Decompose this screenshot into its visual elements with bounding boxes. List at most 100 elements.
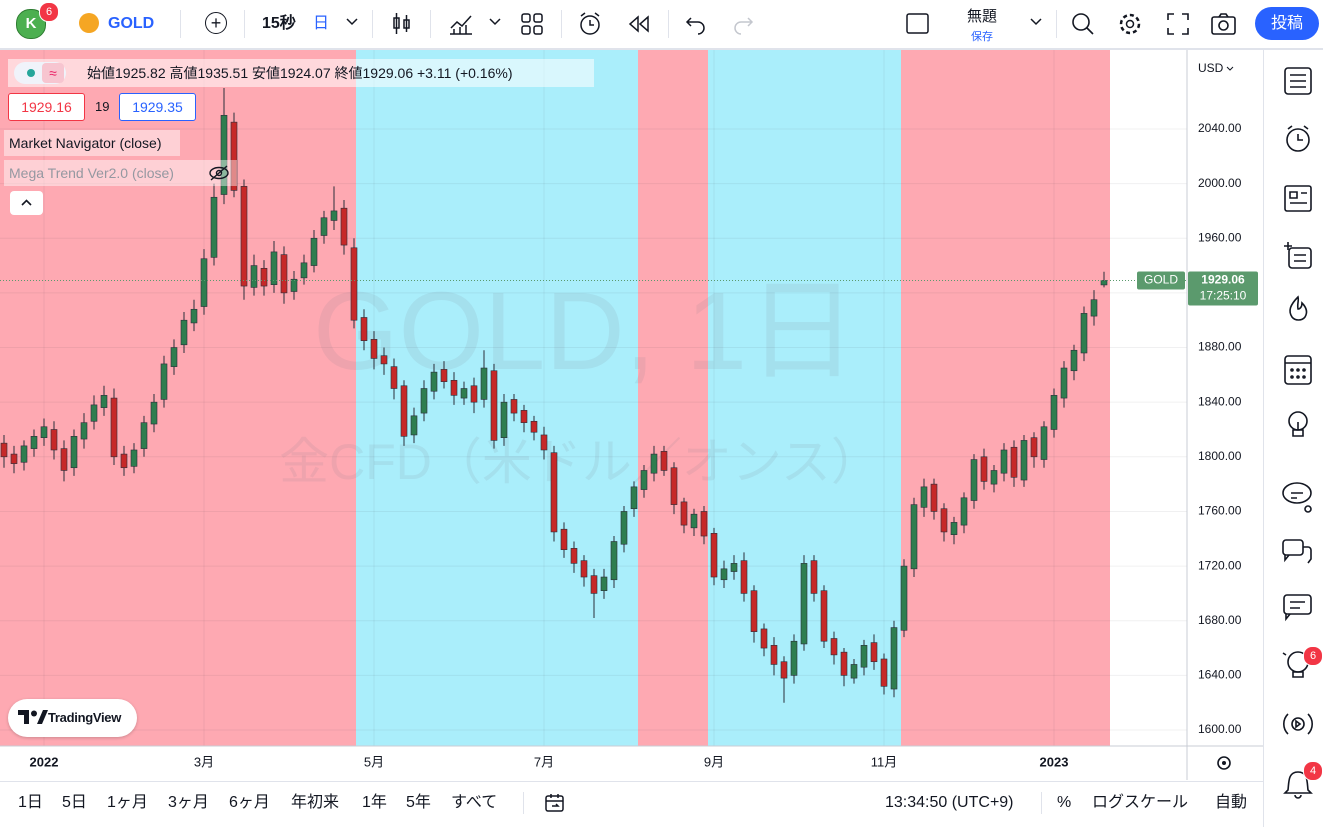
candle-body	[560, 528, 568, 550]
symbol[interactable]: GOLD	[108, 15, 155, 32]
redo[interactable]	[732, 13, 754, 35]
bottom-border	[0, 781, 1263, 782]
candle-body	[620, 511, 628, 545]
news[interactable]	[1284, 185, 1312, 212]
alerts[interactable]	[1286, 125, 1310, 152]
indicators[interactable]	[447, 10, 475, 38]
y-tick-label: 1640.00	[1198, 668, 1242, 682]
settings-gear[interactable]	[1217, 756, 1231, 770]
collapse-legend[interactable]	[10, 191, 43, 215]
candle-body	[980, 456, 988, 482]
candle-body	[90, 404, 98, 422]
y-tick-label: 1760.00	[1198, 504, 1242, 518]
currency-chevron	[1226, 66, 1234, 71]
candle-body	[330, 210, 338, 221]
undo[interactable]	[685, 13, 707, 35]
range-button[interactable]: 3ヶ月	[168, 794, 209, 811]
candle-body	[280, 254, 288, 294]
legend-toggle[interactable]: ≈	[14, 62, 66, 84]
hotlists[interactable]	[1289, 295, 1308, 321]
indicator-label-hidden[interactable]: Mega Trend Ver2.0 (close)	[4, 160, 237, 186]
ideas[interactable]	[1288, 411, 1308, 437]
fullscreen-box[interactable]	[905, 12, 931, 36]
bid[interactable]: 1929.16	[8, 93, 85, 121]
y-tick-label: 2040.00	[1198, 121, 1242, 135]
goto-date[interactable]	[543, 792, 567, 814]
add-symbol[interactable]: +	[205, 12, 227, 34]
candle-body	[240, 186, 248, 287]
candle-body	[810, 560, 818, 594]
layout-chevron[interactable]	[1029, 17, 1043, 27]
candle-body	[830, 638, 838, 656]
candle-body	[610, 541, 618, 581]
hidden-eye[interactable]	[207, 163, 231, 183]
streams[interactable]	[1283, 713, 1313, 735]
candle-body	[210, 196, 218, 258]
candle-body	[390, 366, 398, 389]
range-button[interactable]: すべて	[451, 794, 498, 811]
auto-scale-toggle[interactable]: 自動	[1215, 794, 1248, 811]
calendar[interactable]	[1284, 355, 1312, 385]
timeframe-chevron[interactable]	[345, 17, 359, 27]
logo[interactable]: TradingView	[8, 699, 137, 737]
replay[interactable]	[626, 12, 652, 36]
interval[interactable]: 15秒	[262, 15, 296, 32]
range-button[interactable]: 6ヶ月	[229, 794, 270, 811]
messages[interactable]	[1282, 539, 1312, 564]
save-status[interactable]: 保存	[971, 31, 993, 43]
indicator-label[interactable]: Market Navigator (close)	[4, 130, 180, 156]
ohlc-label: 終値	[334, 65, 363, 81]
percent-toggle[interactable]: %	[1057, 794, 1072, 811]
candle-body	[940, 508, 948, 533]
range-button[interactable]: 5日	[62, 794, 87, 811]
separator	[430, 10, 431, 38]
separator	[244, 10, 245, 38]
candle-body	[700, 511, 708, 537]
alert[interactable]	[577, 10, 605, 38]
candle-body	[120, 453, 128, 469]
candle-body	[270, 251, 278, 285]
timeframe[interactable]: 日	[313, 15, 330, 32]
range-button[interactable]: 1日	[18, 794, 43, 811]
x-tick-label: 3月	[194, 754, 214, 769]
fullscreen[interactable]	[1166, 12, 1190, 36]
candle-body	[340, 207, 348, 246]
layout-name[interactable]: 無題	[966, 8, 997, 25]
separator	[561, 10, 562, 38]
range-button[interactable]: 1ヶ月	[107, 794, 148, 811]
watchlist[interactable]	[1284, 67, 1312, 95]
search[interactable]	[1070, 11, 1096, 37]
log-scale-toggle[interactable]: ログスケール	[1092, 794, 1189, 811]
range-button[interactable]: 1年	[362, 794, 387, 811]
candle-body	[800, 563, 808, 645]
candle-body	[990, 470, 998, 485]
layouts[interactable]	[520, 12, 544, 36]
countdown: 17:25:10	[1200, 289, 1247, 303]
clock[interactable]: 13:34:50 (UTC+9)	[885, 794, 1014, 811]
candle-body	[380, 355, 388, 365]
candle-body	[710, 533, 718, 578]
separator	[668, 10, 669, 38]
settings[interactable]	[1117, 11, 1143, 37]
ask[interactable]: 1929.35	[119, 93, 196, 121]
notifications[interactable]	[1283, 771, 1313, 799]
symbol-tag: GOLD	[1144, 273, 1178, 287]
candle-body	[1090, 299, 1098, 317]
candle-body	[1070, 349, 1078, 372]
range-button[interactable]: 年初来	[291, 794, 340, 811]
chats[interactable]	[1282, 482, 1312, 513]
object-tree[interactable]	[1284, 242, 1312, 269]
minds[interactable]	[1283, 594, 1312, 622]
range-button[interactable]: 5年	[406, 794, 431, 811]
candle-body	[680, 501, 688, 526]
ideas-badge: 6	[1303, 646, 1323, 666]
currency[interactable]: USD	[1198, 61, 1224, 75]
candle-body	[900, 565, 908, 631]
publish-button[interactable]: 投稿	[1255, 7, 1319, 40]
chart-type[interactable]	[390, 10, 414, 38]
candle-body	[110, 397, 118, 458]
candle-body	[290, 278, 298, 292]
snapshot[interactable]	[1210, 11, 1238, 37]
indicators-chevron[interactable]	[488, 17, 502, 27]
candle-body	[100, 395, 108, 408]
